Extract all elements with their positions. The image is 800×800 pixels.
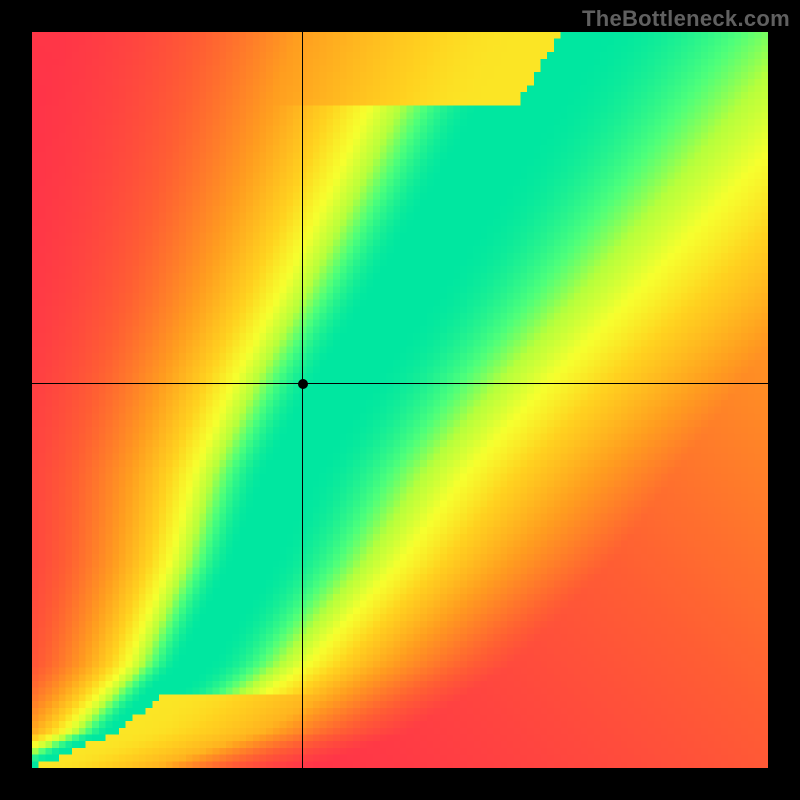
crosshair-horizontal xyxy=(32,383,768,384)
crosshair-vertical xyxy=(302,32,303,768)
selection-marker[interactable] xyxy=(298,379,308,389)
heatmap-canvas xyxy=(32,32,768,768)
bottleneck-heatmap-container: TheBottleneck.com xyxy=(0,0,800,800)
plot-frame xyxy=(32,32,768,768)
watermark-text: TheBottleneck.com xyxy=(582,6,790,32)
